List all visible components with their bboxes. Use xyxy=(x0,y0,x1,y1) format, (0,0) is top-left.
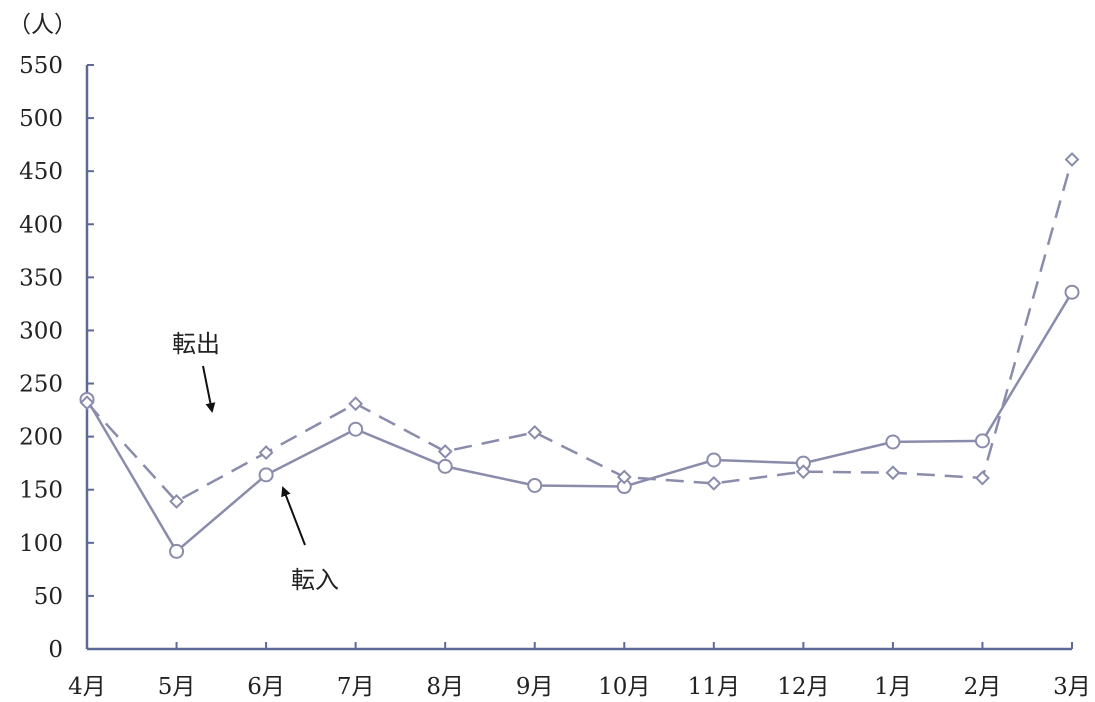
data-point-out xyxy=(1064,152,1080,167)
arrow-tenshutsu xyxy=(202,365,216,413)
y-tick-label: 100 xyxy=(19,531,63,557)
x-tick-label: 7月 xyxy=(337,674,375,700)
data-point-out xyxy=(79,395,95,411)
data-point-out xyxy=(795,464,811,480)
x-tick-label: 2月 xyxy=(964,674,1002,700)
data-point-out xyxy=(616,469,632,485)
x-tick-label: 3月 xyxy=(1053,674,1091,700)
data-point-in xyxy=(885,434,901,450)
series-line-in xyxy=(85,291,1074,554)
y-tick-label: 350 xyxy=(19,265,63,291)
y-tick-label: 250 xyxy=(19,372,63,398)
data-point-in xyxy=(437,458,453,474)
y-tick-label: 450 xyxy=(19,159,63,185)
y-tick-label: 0 xyxy=(48,637,63,663)
data-point-out xyxy=(885,465,901,481)
data-point-out xyxy=(169,493,184,509)
x-tick-label: 9月 xyxy=(516,674,554,700)
series-group xyxy=(79,152,1080,559)
axes: 0 50 100 150 200 250 300 350 400 450 500 550 4月 5月 6月 7… xyxy=(19,53,1091,700)
data-point-in xyxy=(169,543,185,559)
x-tick-label: 8月 xyxy=(426,674,464,700)
annotation-tennyu: 転入 xyxy=(291,566,339,594)
data-point-in xyxy=(1064,284,1080,300)
data-point-out xyxy=(527,424,543,440)
data-point-out xyxy=(975,470,990,486)
x-tick-label: 10月 xyxy=(598,674,650,700)
x-tick-label: 1月 xyxy=(874,674,912,700)
y-tick-label: 500 xyxy=(19,106,63,132)
y-unit-label: （人） xyxy=(8,12,77,38)
data-point-out xyxy=(437,444,453,459)
series-line-out xyxy=(86,159,1074,503)
y-tick-label: 550 xyxy=(19,53,63,79)
y-tick-label: 400 xyxy=(19,212,63,238)
data-point-in xyxy=(527,477,543,493)
x-tick-label: 11月 xyxy=(688,674,740,700)
data-point-in xyxy=(706,452,722,468)
y-tick-label: 300 xyxy=(19,318,63,344)
data-point-out xyxy=(258,445,274,460)
arrow-tennyu xyxy=(281,486,306,546)
data-point-in xyxy=(974,433,990,449)
annotation-tenshutsu: 転出 xyxy=(172,330,220,358)
y-tick-label: 150 xyxy=(19,478,63,504)
y-tick-label: 50 xyxy=(34,584,63,610)
x-tick-label: 5月 xyxy=(158,674,196,700)
x-tick-label: 6月 xyxy=(247,674,285,700)
data-point-out xyxy=(348,396,364,412)
data-point-in xyxy=(258,467,274,483)
y-tick-label: 200 xyxy=(19,425,63,451)
x-tick-label: 12月 xyxy=(777,674,829,700)
data-point-out xyxy=(706,475,722,491)
data-point-in xyxy=(348,421,364,437)
x-tick-label: 4月 xyxy=(68,674,106,700)
